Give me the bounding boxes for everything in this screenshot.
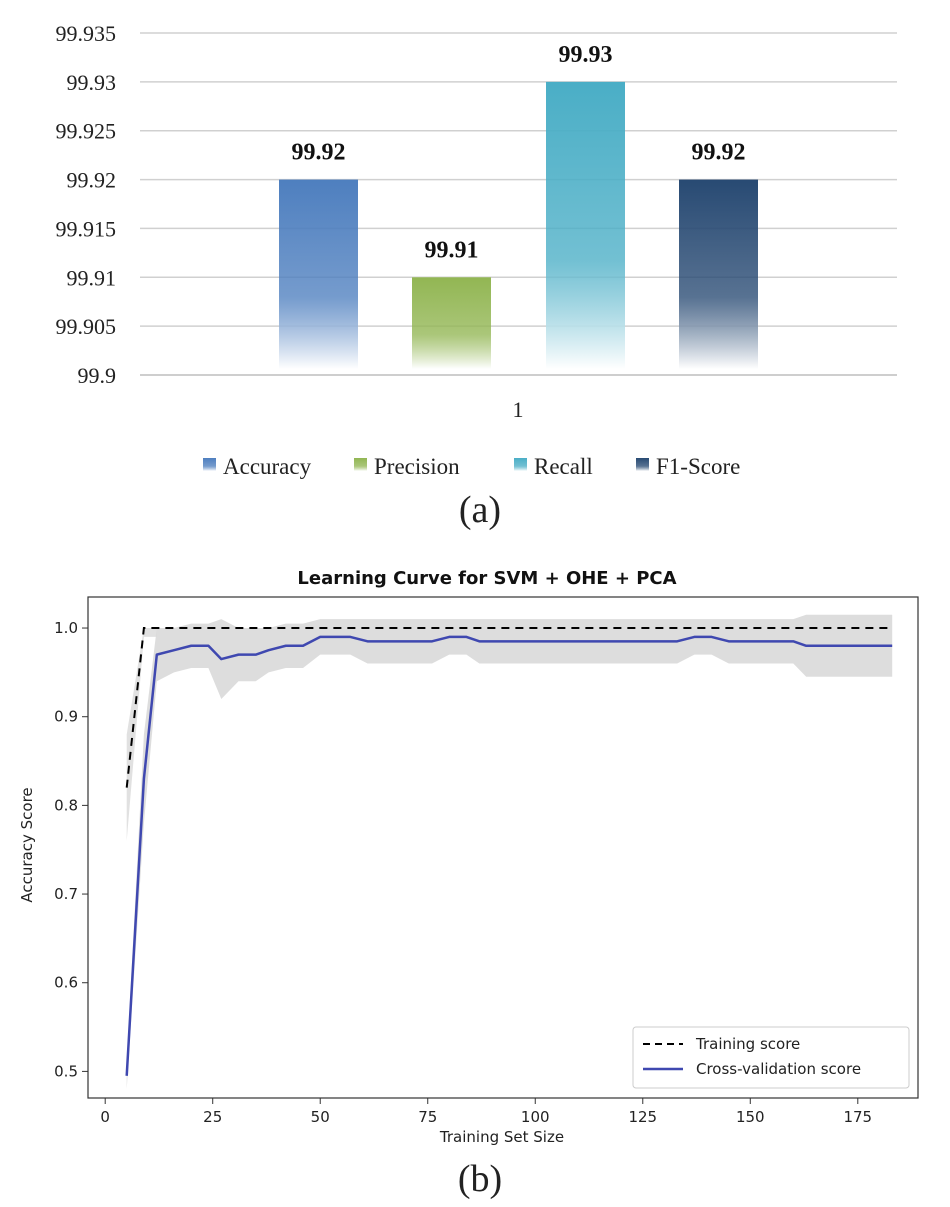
y-tick-labels: 99.935 99.93 99.925 99.92 99.915 99.91 99.905 9… xyxy=(56,21,117,388)
bar-accuracy xyxy=(279,179,358,369)
cross-validation-score-line xyxy=(125,635,893,1076)
legend-swatch-accuracy xyxy=(203,458,216,471)
bar-chart-a: 99.93599.9399.92599.9299.91599.9199.9059… xyxy=(56,21,897,531)
panel-label-b: (b) xyxy=(458,1158,502,1200)
confidence-bands xyxy=(126,614,893,1090)
y-tick-label: 1.0 xyxy=(54,619,78,637)
data-label-f1-score: 99.92 xyxy=(692,140,746,166)
x-tick-label: 125 xyxy=(628,1108,657,1126)
training-score-line xyxy=(125,627,893,788)
line-chart-b: Learning Curve for SVM + OHE + PCA 0 25 50… xyxy=(18,568,919,1200)
legend-label-recall: Recall xyxy=(534,454,593,479)
x-axis-label: Training Set Size xyxy=(439,1128,564,1146)
legend-swatch-recall xyxy=(514,458,527,471)
y-tick-label: 0.6 xyxy=(54,974,78,992)
legend-label-cross-validation: Cross-validation score xyxy=(696,1060,861,1078)
x-tick-label: 75 xyxy=(418,1108,437,1126)
panel-label-a: (a) xyxy=(459,489,501,531)
y-tick-label: 99.905 xyxy=(56,314,117,339)
x-tick-label: 1 xyxy=(513,397,524,422)
x-tick-label: 100 xyxy=(521,1108,550,1126)
x-tick-label: 50 xyxy=(311,1108,330,1126)
bars xyxy=(279,81,758,369)
series-lines xyxy=(125,627,893,1076)
legend-swatch-f1-score xyxy=(636,458,649,471)
data-label-precision: 99.91 xyxy=(425,237,479,263)
x-ticks: 0 25 50 75 100 125 150 175 xyxy=(100,1098,872,1126)
legend-swatch-precision xyxy=(354,458,367,471)
chart-title: Learning Curve for SVM + OHE + PCA xyxy=(297,568,676,589)
y-tick-label: 99.935 xyxy=(56,21,117,46)
y-tick-label: 0.8 xyxy=(54,796,78,814)
bar-data-labels: 99.92 99.91 99.93 99.92 xyxy=(292,42,746,263)
legend-label-training: Training score xyxy=(695,1035,800,1053)
x-tick-label: 150 xyxy=(736,1108,765,1126)
y-tick-label: 99.9 xyxy=(78,363,117,388)
y-tick-label: 0.5 xyxy=(54,1062,78,1080)
cv-confidence-band xyxy=(126,614,893,1090)
y-tick-label: 99.91 xyxy=(67,265,117,290)
legend-label-accuracy: Accuracy xyxy=(223,454,312,479)
legend: Accuracy Precision Recall F1-Score xyxy=(203,454,740,479)
legend-box xyxy=(632,1026,910,1089)
y-tick-label: 0.7 xyxy=(54,885,78,903)
x-tick-label: 0 xyxy=(100,1108,110,1126)
data-label-accuracy: 99.92 xyxy=(292,140,346,166)
y-axis-label: Accuracy Score xyxy=(18,787,36,902)
y-tick-label: 99.925 xyxy=(56,119,117,144)
bar-f1-score xyxy=(679,179,758,369)
data-label-recall: 99.93 xyxy=(559,42,613,68)
plot-frame xyxy=(87,596,919,1099)
x-tick-label: 175 xyxy=(843,1108,872,1126)
legend-label-f1-score: F1-Score xyxy=(656,454,740,479)
y-gridlines xyxy=(140,32,897,376)
y-tick-label: 99.92 xyxy=(67,168,117,193)
y-tick-label: 99.93 xyxy=(67,70,117,95)
y-tick-label: 99.915 xyxy=(56,216,117,241)
x-tick-label: 25 xyxy=(203,1108,222,1126)
bar-precision xyxy=(412,277,491,369)
bar-recall xyxy=(546,81,625,369)
legend: Training score Cross-validation score xyxy=(632,1026,910,1089)
legend-label-precision: Precision xyxy=(374,454,460,479)
training-confidence-band xyxy=(126,628,157,841)
y-tick-label: 0.9 xyxy=(54,708,78,726)
y-ticks: 0.5 0.6 0.7 0.8 0.9 1.0 xyxy=(54,619,88,1080)
